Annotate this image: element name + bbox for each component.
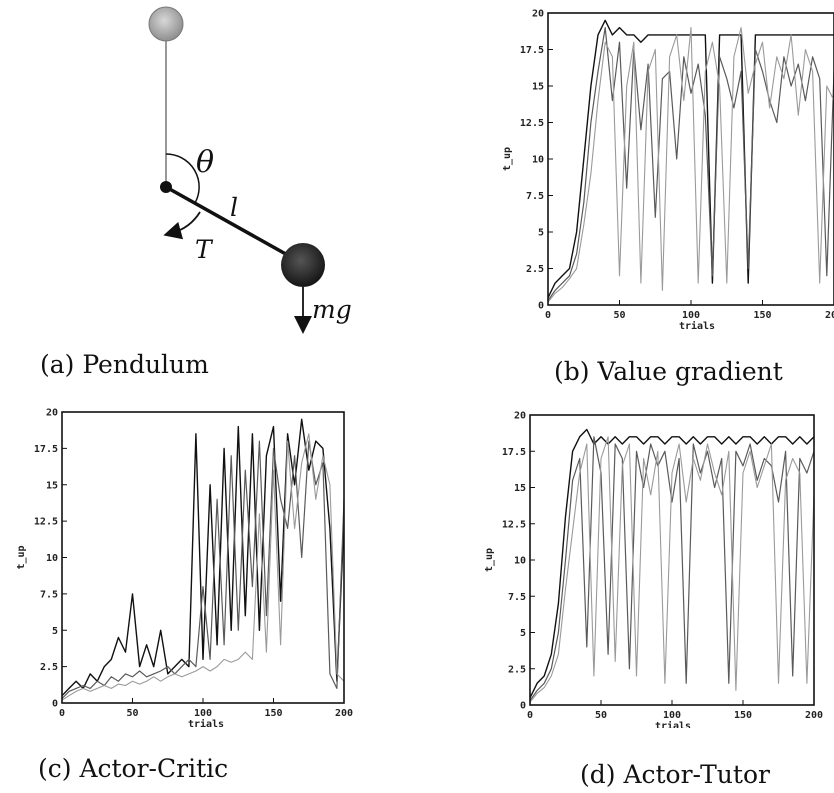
y-axis-label: t_up <box>502 147 513 171</box>
actor-tutor-caption: (d) Actor-Tutor <box>580 760 770 789</box>
x-axis-label: trials <box>679 320 715 330</box>
gravity-label: mg <box>312 295 352 324</box>
actor-tutor-panel: 0 50 100 150 200 0 2.5 5 7.5 10 12.5 15 17.5 20 trials… <box>466 398 834 793</box>
upright-bob <box>148 6 184 42</box>
x-tick-label: 200 <box>805 710 823 721</box>
value-gradient-panel: 0 50 100 150 200 0 2.5 5 7.5 10 12.5 15 17.5 20 trials… <box>496 0 834 395</box>
y-tick-label: 7.5 <box>508 592 526 603</box>
theta-label: θ <box>196 145 214 180</box>
y-axis-label: t_up <box>484 548 495 572</box>
y-tick-label: 15 <box>532 82 544 93</box>
series-line-1 <box>548 19 834 299</box>
y-tick-label: 12.5 <box>502 519 526 530</box>
y-tick-label: 5 <box>52 626 58 637</box>
x-tick-label: 200 <box>825 310 834 321</box>
y-tick-label: 2.5 <box>508 664 526 675</box>
x-tick-label: 100 <box>194 708 212 719</box>
x-tick-label: 0 <box>59 708 65 719</box>
series-line-2 <box>530 436 814 701</box>
y-tick-label: 15 <box>46 480 58 491</box>
actor-critic-caption: (c) Actor-Critic <box>38 754 229 783</box>
x-tick-label: 0 <box>527 710 533 721</box>
x-tick-label: 150 <box>264 708 282 719</box>
actor-critic-panel: 0 50 100 150 200 0 2.5 5 7.5 10 12.5 15 17.5 20 trials… <box>0 398 400 793</box>
x-tick-label: 0 <box>545 310 551 321</box>
y-tick-label: 7.5 <box>40 589 58 600</box>
series-line-1 <box>62 418 344 697</box>
pendulum-caption: (a) Pendulum <box>40 350 209 379</box>
x-tick-label: 50 <box>595 710 607 721</box>
y-tick-label: 10 <box>532 155 544 166</box>
y-axis-label: t_up <box>16 545 27 569</box>
actor-critic-chart: 0 50 100 150 200 0 2.5 5 7.5 10 12.5 15 17.5 20 trials… <box>16 408 353 731</box>
y-tick-label: 17.5 <box>34 444 58 455</box>
actor-tutor-chart: 0 50 100 150 200 0 2.5 5 7.5 10 12.5 15 17.5 20 trials… <box>484 411 823 733</box>
y-tick-label: 10 <box>46 553 58 564</box>
series-line-3 <box>62 433 344 701</box>
torque-label: T <box>195 235 214 264</box>
x-tick-label: 200 <box>335 708 353 719</box>
theta-angle-arc <box>165 153 200 204</box>
y-tick-label: 20 <box>514 411 526 422</box>
x-axis-label: trials <box>188 718 224 728</box>
x-tick-label: 50 <box>613 310 625 321</box>
y-tick-label: 7.5 <box>526 191 544 202</box>
series-line-3 <box>548 27 834 303</box>
pendulum-rod <box>165 185 301 264</box>
plot-frame <box>547 12 834 306</box>
x-tick-label: 50 <box>126 708 138 719</box>
y-tick-label: 12.5 <box>520 118 544 129</box>
y-tick-label: 2.5 <box>526 264 544 275</box>
y-tick-label: 20 <box>532 9 544 20</box>
y-tick-label: 0 <box>538 301 544 312</box>
value-gradient-chart: 0 50 100 150 200 0 2.5 5 7.5 10 12.5 15 17.5 20 trials… <box>502 9 834 332</box>
series-line-2 <box>62 440 344 700</box>
torque-arrow <box>163 211 201 240</box>
y-tick-label: 17.5 <box>502 447 526 458</box>
x-tick-label: 100 <box>682 310 700 321</box>
y-tick-label: 5 <box>538 228 544 239</box>
value-gradient-caption: (b) Value gradient <box>554 357 783 386</box>
series-line-2 <box>548 27 834 301</box>
y-tick-label: 15 <box>514 483 526 494</box>
series-line-1 <box>530 428 814 699</box>
y-tick-label: 0 <box>52 699 58 710</box>
y-tick-label: 12.5 <box>34 517 58 528</box>
pendulum-bob <box>281 243 325 287</box>
y-tick-label: 20 <box>46 408 58 419</box>
y-tick-label: 17.5 <box>520 45 544 56</box>
x-tick-label: 150 <box>734 710 752 721</box>
x-tick-label: 100 <box>663 710 681 721</box>
pendulum-pivot <box>160 181 172 193</box>
y-tick-label: 0 <box>520 701 526 712</box>
y-tick-label: 5 <box>520 628 526 639</box>
y-tick-label: 2.5 <box>40 662 58 673</box>
rod-length-label: l <box>230 193 238 222</box>
x-tick-label: 150 <box>753 310 771 321</box>
series-line-3 <box>530 436 814 703</box>
y-tick-label: 10 <box>514 556 526 567</box>
pendulum-panel: θ l T mg (a) Pendulum <box>0 0 400 390</box>
x-axis-label: trials <box>655 720 691 728</box>
pendulum-diagram: θ l T mg <box>148 6 352 334</box>
